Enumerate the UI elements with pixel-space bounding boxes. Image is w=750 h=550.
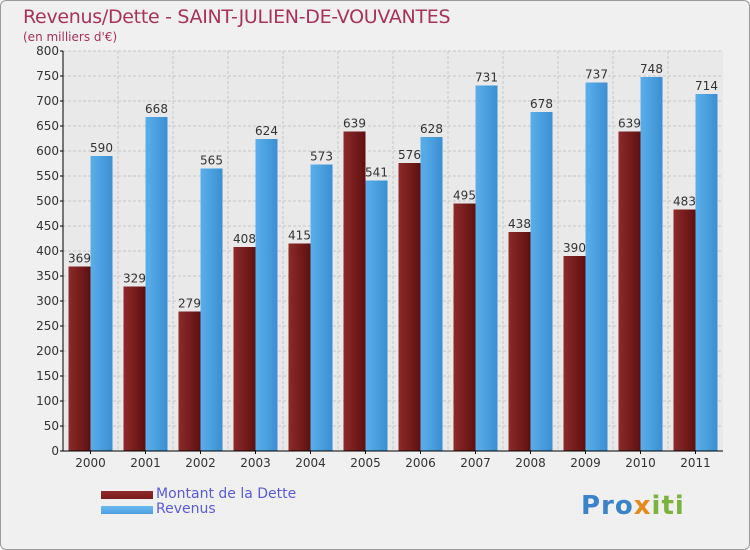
x-tick-label: 2001 <box>130 456 161 470</box>
data-labels: 369 329 279 408 415 639 576 495 438 390 639 483 590 6… <box>68 62 718 311</box>
y-tick-label: 450 <box>36 219 59 233</box>
bar-dette <box>398 163 421 451</box>
proxiti-logo: Proxiti <box>581 491 685 521</box>
data-label: 678 <box>530 97 553 111</box>
grid-lines <box>63 50 723 452</box>
logo-part-1: Pro <box>581 491 634 521</box>
bar-revenus <box>365 180 388 451</box>
bar-revenus <box>90 156 113 451</box>
data-label: 408 <box>233 232 256 246</box>
bar-dette <box>618 131 641 451</box>
data-label: 329 <box>123 272 146 286</box>
axes <box>60 50 723 452</box>
y-tick-label: 800 <box>36 44 59 58</box>
data-label: 731 <box>475 71 498 85</box>
data-label: 628 <box>420 122 443 136</box>
y-tick-label: 0 <box>51 444 59 458</box>
bar-revenus <box>310 164 333 451</box>
x-tick-label: 2009 <box>570 456 601 470</box>
bar-revenus <box>640 77 663 451</box>
bar-dette <box>68 266 91 451</box>
y-tick-label: 150 <box>36 369 59 383</box>
bar-revenus <box>420 137 443 451</box>
x-axis-labels: 2000 2001 2002 2003 2004 2005 2006 2007 2008 2009… <box>75 451 711 470</box>
data-label: 668 <box>145 102 168 116</box>
x-tick-label: 2004 <box>295 456 326 470</box>
x-tick-label: 2011 <box>680 456 711 470</box>
x-tick-label: 2008 <box>515 456 546 470</box>
data-label: 639 <box>343 117 366 131</box>
bar-dette <box>343 131 366 451</box>
bar-revenus <box>695 94 718 451</box>
chart-title: Revenus/Dette - SAINT-JULIEN-DE-VOUVANTE… <box>23 6 451 28</box>
y-tick-label: 650 <box>36 119 59 133</box>
legend-label-dette: Montant de la Dette <box>156 486 297 502</box>
x-tick-label: 2002 <box>185 456 216 470</box>
data-label: 590 <box>90 141 113 155</box>
bar-dette <box>123 286 146 451</box>
data-label: 748 <box>640 62 663 76</box>
y-tick-label: 50 <box>44 419 59 433</box>
data-label: 438 <box>508 217 531 231</box>
data-label: 415 <box>288 229 311 243</box>
y-tick-label: 600 <box>36 144 59 158</box>
data-label: 541 <box>365 166 388 180</box>
legend-swatch-revenus <box>101 506 153 514</box>
y-tick-label: 100 <box>36 394 59 408</box>
bar-revenus <box>585 82 608 451</box>
bar-revenus <box>530 112 553 451</box>
data-label: 279 <box>178 297 201 311</box>
bar-dette <box>508 232 531 451</box>
legend-label-revenus: Revenus <box>156 501 216 517</box>
data-label: 737 <box>585 68 608 82</box>
bar-dette <box>233 247 256 451</box>
legend-swatch-dette <box>101 491 153 499</box>
x-tick-label: 2000 <box>75 456 106 470</box>
y-tick-label: 300 <box>36 294 59 308</box>
y-tick-label: 700 <box>36 94 59 108</box>
bar-revenus <box>145 117 168 451</box>
data-label: 483 <box>673 195 696 209</box>
x-tick-label: 2010 <box>625 456 656 470</box>
bars <box>68 77 718 451</box>
bar-dette <box>288 243 311 451</box>
y-tick-label: 250 <box>36 319 59 333</box>
y-axis-labels: 0 50 100 150 200 250 300 350 400 450 500 550 600 650 7… <box>36 44 59 458</box>
bar-dette <box>453 203 476 451</box>
data-label: 369 <box>68 252 91 266</box>
x-tick-label: 2007 <box>460 456 491 470</box>
data-label: 624 <box>255 124 278 138</box>
x-tick-label: 2006 <box>405 456 436 470</box>
y-tick-label: 550 <box>36 169 59 183</box>
x-tick-label: 2003 <box>240 456 271 470</box>
y-tick-label: 750 <box>36 69 59 83</box>
logo-part-3: iti <box>651 491 685 521</box>
y-tick-label: 200 <box>36 344 59 358</box>
bar-revenus <box>475 85 498 451</box>
y-tick-label: 400 <box>36 244 59 258</box>
bar-dette <box>178 311 201 451</box>
bar-revenus <box>200 168 223 451</box>
bar-dette <box>673 209 696 451</box>
chart-subtitle: (en milliers d'€) <box>23 30 118 44</box>
y-tick-label: 500 <box>36 194 59 208</box>
data-label: 576 <box>398 148 421 162</box>
data-label: 390 <box>563 241 586 255</box>
data-label: 495 <box>453 189 476 203</box>
x-tick-label: 2005 <box>350 456 381 470</box>
bar-dette <box>563 256 586 451</box>
data-label: 573 <box>310 150 333 164</box>
bar-revenus <box>255 139 278 451</box>
data-label: 639 <box>618 117 641 131</box>
y-tick-label: 350 <box>36 269 59 283</box>
logo-part-2: x <box>633 491 652 521</box>
data-label: 714 <box>695 79 718 93</box>
data-label: 565 <box>200 154 223 168</box>
